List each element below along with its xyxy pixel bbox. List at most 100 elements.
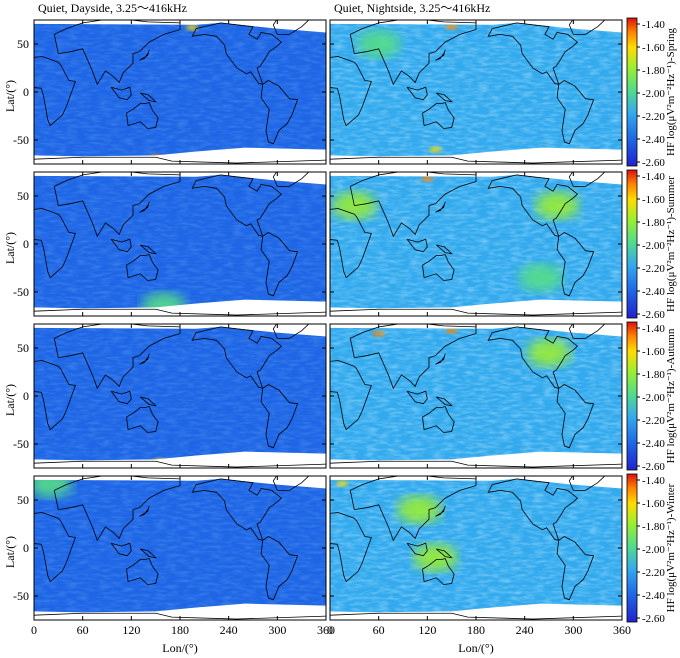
coastline [191,326,299,449]
title-right: Quiet, Nightside, 3.25～416kHz [334,1,490,15]
coastline [126,558,159,585]
x-tick-label: 240 [516,623,534,637]
x-tick-label: 360 [613,623,631,637]
x-tick-label: 0 [327,623,333,637]
heatmap-variation [330,172,622,316]
coastline [422,254,455,281]
y-axis-label-4: Lat/(°) [3,536,17,568]
coastline [330,512,372,583]
coastline [487,326,595,449]
coastline [568,172,606,187]
heatmap-hotspot [429,146,442,153]
coastline [406,390,428,405]
coastline-antarctica [330,460,622,468]
y-axis-label-2: Lat/(°) [3,232,17,264]
colorbar-tick-label: -1.40 [642,19,665,31]
colorbar-tick-label: -2.40 [642,134,665,146]
x-axis-label-right: Lon/(°) [458,641,493,655]
heatmap-hotspot [445,327,458,334]
no-data-south [330,299,622,316]
panel-summer-dayside: 50 0 -50 [13,171,327,317]
colorbar-tick-label: -1.60 [642,194,665,206]
no-data-south [330,451,622,468]
coastline [34,56,76,127]
heatmap-hotspot [518,263,563,292]
no-data-north [34,172,326,185]
colorbar-tick-label: -2.40 [642,438,665,450]
coastline [406,238,428,253]
coastline [436,244,453,255]
heatmap-hotspot [535,191,580,220]
colorbar-tick-label: -2.20 [642,567,665,579]
y-tick-label: -50 [13,285,29,299]
y-axis-label-3: Lat/(°) [3,384,17,416]
coastline [330,56,372,127]
colorbar-tick-label: -2.60 [642,613,665,625]
panel-spring-dayside: 50 0 -50 [13,19,327,165]
coastline-antarctica [34,308,326,316]
heatmap-hotspot [527,338,571,367]
y-tick-label: 50 [17,37,29,51]
y-tick-label: -50 [13,437,29,451]
coastline [126,406,159,433]
coastline [272,324,310,339]
colorbar-tick-label: -1.60 [642,346,665,358]
x-tick-label: 240 [220,623,238,637]
heatmap-hotspot [336,480,349,487]
no-data-north [330,324,622,337]
coastline [422,558,455,585]
heatmap-hotspot [186,24,199,31]
no-data-north [330,476,622,489]
coastline-antarctica [330,308,622,316]
coastline [34,360,76,431]
y-tick-label: 0 [23,389,29,403]
y-tick-label: 0 [23,237,29,251]
no-data-north [34,324,326,337]
coastline [422,102,455,129]
heatmap-variation [330,324,622,468]
no-data-south [330,603,622,620]
colorbar-tick-label: -2.40 [642,286,665,298]
coastline [140,548,157,559]
y-tick-label: 0 [23,541,29,555]
coastline-antarctica [34,612,326,620]
heatmap-variation [34,20,326,164]
coastline [126,254,159,281]
coastline [191,174,299,297]
colorbar-tick-label: -1.40 [642,171,665,183]
no-data-south [34,147,326,164]
x-tick-label: 120 [418,623,436,637]
colorbar-tick-label: -2.00 [642,88,665,100]
heatmap-hotspot [421,175,434,182]
coastline [191,22,299,145]
coastline [110,86,132,101]
coastline [139,49,150,61]
colorbar-tick-label: -2.20 [642,111,665,123]
x-tick-label: 180 [171,623,189,637]
y-axis-label-1: Lat/(°) [3,80,17,112]
y-tick-label: 0 [23,85,29,99]
coastline [487,22,595,145]
y-tick-label: 50 [17,341,29,355]
coastline [272,172,310,187]
colorbar-tick-label: -2.60 [642,309,665,321]
coastline [139,201,150,213]
x-tick-label: 0 [31,623,37,637]
colorbar-label: HF log(μV²m⁻²Hz⁻¹)-Autumn [665,328,677,463]
colorbar-label: HF log(μV²m⁻²Hz⁻¹)-Summer [665,176,677,312]
coastline [126,102,159,129]
x-tick-label: 180 [467,623,485,637]
coastline [140,244,157,255]
colorbar-tick-label: -1.80 [642,65,665,77]
coastline [139,505,150,517]
y-tick-label: -50 [13,133,29,147]
x-tick-label: 60 [77,623,89,637]
y-tick-label: -50 [13,589,29,603]
heatmap-variation [34,172,326,316]
coastline [406,86,428,101]
coastline [436,396,453,407]
